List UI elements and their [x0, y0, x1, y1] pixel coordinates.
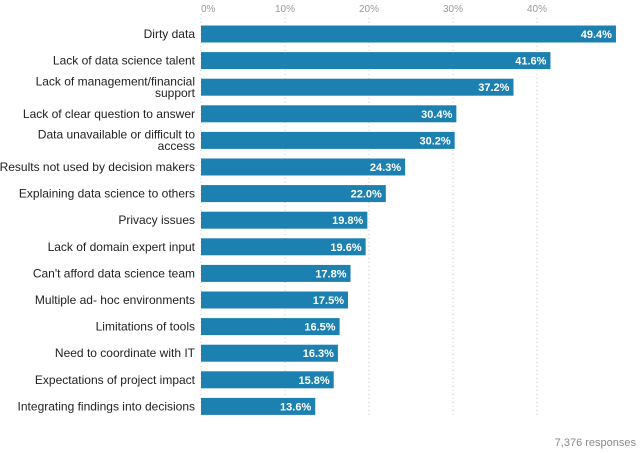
- category-label-line: Explaining data science to others: [19, 187, 195, 201]
- x-tick-label: 10%: [275, 4, 295, 15]
- bar: [201, 78, 514, 96]
- category-label: Dirty data: [144, 27, 196, 41]
- bar-value-label: 19.6%: [330, 242, 361, 254]
- bar-value-label: 19.8%: [332, 215, 363, 227]
- x-tick-label: 20%: [359, 4, 379, 15]
- category-label-line: Privacy issues: [118, 213, 195, 227]
- x-axis-ticks: 0% 10% 20% 30% 40%: [201, 4, 547, 15]
- bar: [201, 25, 616, 43]
- category-label-line: Lack of domain expert input: [48, 240, 196, 254]
- category-label-line: Dirty data: [144, 27, 196, 41]
- category-label-line: access: [158, 139, 195, 153]
- category-label-line: support: [155, 86, 196, 100]
- x-tick-label: 0%: [201, 4, 216, 15]
- bar: [201, 185, 386, 203]
- category-label: Privacy issues: [118, 213, 195, 227]
- bar-value-label: 16.5%: [304, 322, 335, 334]
- category-label: Expectations of project impact: [35, 373, 196, 387]
- bar: [201, 344, 338, 362]
- category-label: Integrating findings into decisions: [18, 399, 195, 413]
- bar: [201, 105, 457, 123]
- category-label-line: Need to coordinate with IT: [55, 346, 196, 360]
- category-label: Lack of clear question to answer: [23, 107, 195, 121]
- category-label: Multiple ad- hoc environments: [35, 293, 195, 307]
- category-label-line: Lack of data science talent: [53, 54, 196, 68]
- bar: [201, 158, 406, 176]
- bar-value-label: 17.8%: [315, 268, 346, 280]
- bar: [201, 397, 316, 415]
- category-label: Data unavailable or difficult to access: [38, 128, 196, 154]
- bar-value-label: 30.4%: [421, 109, 452, 121]
- category-label: Limitations of tools: [96, 320, 195, 334]
- bar-value-label: 13.6%: [280, 401, 311, 413]
- category-label-line: Multiple ad- hoc environments: [35, 293, 195, 307]
- category-label: Lack of domain expert input: [48, 240, 196, 254]
- category-labels: Dirty data Lack of data science talent Lac…: [0, 27, 196, 413]
- category-label-line: Lack of management/financial: [36, 74, 195, 88]
- bar-value-label: 24.3%: [370, 162, 401, 174]
- bar: [201, 211, 368, 229]
- bar-value-label: 37.2%: [478, 82, 509, 94]
- category-label-line: Results not used by decision makers: [0, 160, 195, 174]
- category-label-line: Expectations of project impact: [35, 373, 196, 387]
- category-label: Can't afford data science team: [33, 266, 195, 280]
- category-label-line: Lack of clear question to answer: [23, 107, 195, 121]
- bar: [201, 131, 455, 149]
- category-label: Results not used by decision makers: [0, 160, 195, 174]
- category-label: Lack of data science talent: [53, 54, 196, 68]
- bar: [201, 291, 348, 309]
- category-label-line: Limitations of tools: [96, 320, 195, 334]
- bar: [201, 318, 340, 336]
- bar: [201, 52, 551, 70]
- bar: [201, 238, 366, 256]
- bar: [201, 264, 351, 282]
- bar-value-label: 15.8%: [299, 375, 330, 387]
- x-tick-label: 30%: [443, 4, 463, 15]
- bar-value-label: 30.2%: [419, 135, 450, 147]
- response-count: 7,376 responses: [555, 437, 637, 449]
- bar-value-label: 22.0%: [351, 189, 382, 201]
- bars: 49.4% 41.6% 37.2% 30.4% 30.2% 24.3% 22.0% 19.8%…: [201, 25, 616, 415]
- category-label: Lack of management/financial support: [36, 74, 196, 100]
- bar-value-label: 16.3%: [303, 348, 334, 360]
- category-label-line: Data unavailable or difficult to: [38, 128, 196, 142]
- category-label-line: Integrating findings into decisions: [18, 399, 195, 413]
- category-label: Need to coordinate with IT: [55, 346, 196, 360]
- x-tick-label: 40%: [527, 4, 547, 15]
- bar: [201, 371, 334, 389]
- category-label: Explaining data science to others: [19, 187, 195, 201]
- bar-value-label: 17.5%: [313, 295, 344, 307]
- bar-value-label: 41.6%: [515, 56, 546, 68]
- category-label-line: Can't afford data science team: [33, 266, 195, 280]
- bar-value-label: 49.4%: [581, 29, 612, 41]
